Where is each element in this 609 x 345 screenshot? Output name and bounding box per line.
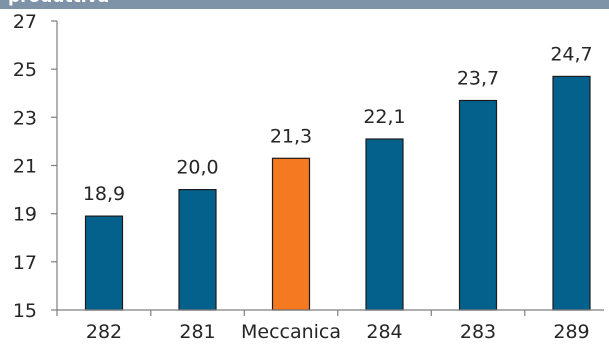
y-tick-label-19: 19: [13, 204, 37, 226]
y-tick-label-23: 23: [13, 107, 37, 129]
value-label-282: 18,9: [83, 183, 125, 205]
bar-284: [365, 138, 404, 311]
x-tick-label-282: 282: [86, 321, 122, 343]
bar-289: [552, 75, 591, 311]
labels-group: 18,9 282 20,0 281 21,3 Meccanica 22,1 284 23,7 28…: [13, 11, 593, 343]
value-label-284: 22,1: [363, 106, 405, 128]
axes-group: [51, 20, 604, 316]
x-tick-label-meccanica: Meccanica: [241, 321, 341, 343]
x-tick-label-289: 289: [553, 321, 589, 343]
bars-group: [84, 75, 591, 311]
bar-281: [178, 189, 217, 311]
y-tick-label-15: 15: [13, 300, 37, 322]
y-tick-label-27: 27: [13, 11, 37, 33]
chart-title: produttiva: [8, 0, 109, 7]
value-label-289: 24,7: [550, 43, 592, 65]
y-tick-label-25: 25: [13, 59, 37, 81]
bar-meccanica: [271, 157, 311, 311]
x-tick-label-283: 283: [460, 321, 496, 343]
x-tick-label-284: 284: [366, 321, 402, 343]
value-label-283: 23,7: [457, 68, 499, 90]
x-tick-label-281: 281: [179, 321, 215, 343]
header-band: produttiva: [0, 0, 609, 9]
value-label-281: 20,0: [176, 157, 218, 179]
y-tick-label-17: 17: [13, 252, 37, 274]
y-tick-label-21: 21: [13, 156, 37, 178]
bar-283: [458, 99, 498, 311]
value-label-meccanica: 21,3: [270, 125, 312, 147]
bar-282: [84, 215, 124, 311]
